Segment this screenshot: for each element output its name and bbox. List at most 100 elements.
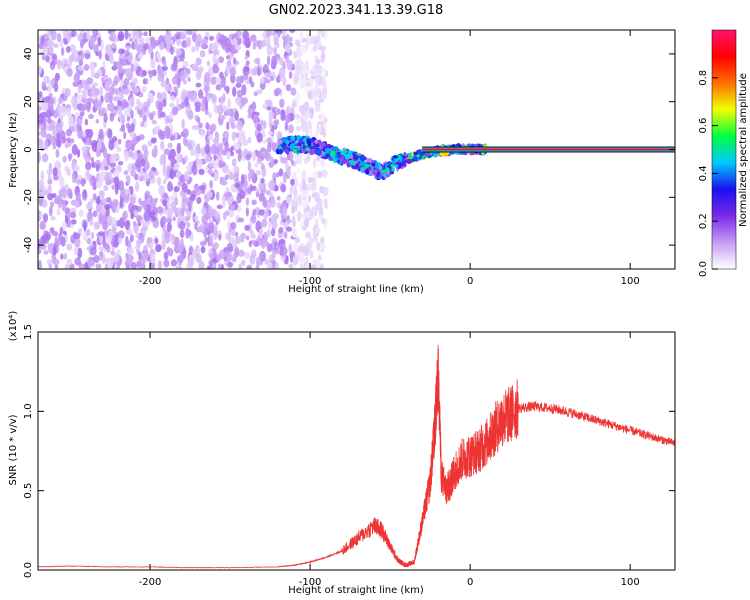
spectrogram-noise-cell — [279, 98, 285, 109]
spectrogram-noise-cell — [54, 74, 59, 85]
spectrogram-noise-cell — [302, 68, 307, 76]
spectrogram-noise-cell — [93, 221, 101, 229]
spectrogram-noise-cell — [294, 201, 298, 213]
spectrogram-noise-cell — [120, 48, 126, 54]
spectrogram-noise-cell — [39, 211, 43, 218]
spectrogram-noise-cell — [264, 78, 271, 84]
spectrogram-noise-cell — [245, 153, 252, 161]
spectrogram-noise-cell — [126, 177, 131, 185]
spectrogram-noise-cell — [200, 206, 207, 215]
spectrogram-noise-cell — [173, 186, 180, 193]
spectrogram-track-cell — [399, 156, 403, 162]
spectrogram-track-cell — [413, 155, 418, 162]
spectrogram-noise-cell — [123, 87, 130, 95]
spectrogram-noise-cell — [239, 237, 245, 243]
spectrogram-noise-cell — [81, 90, 88, 100]
spectrogram-noise-cell — [42, 115, 47, 127]
spectrogram-noise-cell — [79, 104, 87, 112]
spectrogram-noise-cell — [151, 119, 157, 125]
spectrogram-noise-cell — [179, 229, 185, 239]
spectrogram-noise-cell — [90, 68, 95, 78]
spectrogram-noise-cell — [209, 179, 213, 189]
spectrogram-noise-cell — [317, 170, 323, 179]
spectrogram-noise-cell — [76, 55, 81, 63]
spectrogram-noise-cell — [80, 263, 85, 269]
spectrogram-noise-cell — [97, 36, 102, 47]
spectrogram-noise-cell — [60, 46, 65, 56]
spectrogram-noise-cell — [312, 158, 317, 169]
spectrogram-noise-cell — [277, 108, 281, 115]
spectrogram-noise-cell — [54, 259, 60, 265]
spectrogram-noise-cell — [147, 92, 153, 98]
snr-panel: -200 -100 0 100 0.0 0.5 1.0 1.5 Height of strai… — [8, 311, 676, 596]
spectrogram-noise-cell — [195, 57, 202, 66]
spectrogram-noise-cell — [66, 137, 72, 143]
spectrogram-noise-cell — [66, 243, 73, 251]
spectrogram-noise-cell — [194, 221, 198, 231]
spectrogram-noise-cell — [179, 103, 186, 109]
spectrogram-noise-cell — [215, 83, 222, 91]
spectrogram-noise-cell — [47, 243, 54, 249]
spectrogram-noise-cell — [208, 162, 214, 168]
spectrogram-noise-cell — [102, 158, 107, 167]
spectrogram-noise-cell — [188, 201, 192, 212]
spectrogram-noise-cell — [50, 136, 55, 146]
spectrogram-noise-cell — [167, 180, 172, 191]
spectrogram-x-tick-label: 0 — [467, 276, 473, 287]
spectrogram-noise-cell — [320, 236, 325, 245]
spectrogram-noise-cell — [64, 88, 71, 97]
spectrogram-noise-cell — [129, 234, 134, 243]
spectrogram-noise-cell — [304, 256, 309, 264]
spectrogram-noise-cell — [99, 235, 104, 244]
spectrogram-noise-cell — [127, 32, 132, 38]
spectrogram-noise-cell — [77, 66, 84, 72]
spectrogram-noise-cell — [312, 206, 317, 213]
spectrogram-noise-cell — [101, 172, 106, 177]
spectrogram-noise-cell — [283, 245, 287, 257]
spectrogram-noise-cell — [67, 188, 73, 199]
spectrogram-noise-cell — [321, 78, 326, 87]
spectrogram-noise-cell — [289, 30, 296, 33]
spectrogram-noise-cell — [297, 155, 303, 165]
spectrogram-noise-cell — [66, 107, 72, 118]
spectrogram-noise-cell — [177, 243, 184, 254]
spectrogram-noise-cell — [212, 65, 220, 74]
spectrogram-track-cell — [353, 157, 357, 161]
spectrogram-noise-cell — [100, 214, 106, 226]
spectrogram-noise-cell — [280, 115, 286, 121]
spectrogram-noise-cell — [295, 125, 301, 132]
spectrogram-noise-cell — [110, 250, 116, 256]
spectrogram-noise-cell — [321, 169, 328, 179]
spectrogram-track-cell — [281, 137, 287, 143]
spectrogram-noise-cell — [167, 142, 173, 149]
spectrogram-noise-cell — [195, 44, 200, 52]
spectrogram-noise-cell — [220, 263, 225, 269]
spectrogram-noise-cell — [114, 87, 120, 96]
spectrogram-noise-cell — [62, 30, 69, 39]
spectrogram-noise-cell — [148, 169, 155, 180]
spectrogram-noise-cell — [48, 205, 53, 217]
spectrogram-noise-cell — [135, 239, 142, 247]
spectrogram-noise-cell — [38, 259, 43, 269]
spectrogram-track-cell — [337, 149, 342, 153]
spectrogram-noise-cell — [254, 163, 259, 168]
spectrogram-noise-cell — [65, 128, 72, 137]
spectrogram-track-cell — [305, 147, 310, 151]
spectrogram-noise-cell — [137, 265, 141, 269]
spectrogram-y-tick-label: -20 — [23, 189, 34, 205]
spectrogram-noise-cell — [136, 98, 140, 106]
colorbar-tick-label: 0.4 — [698, 165, 709, 181]
spectrogram-noise-cell — [76, 148, 81, 158]
spectrogram-noise-cell — [234, 182, 240, 189]
spectrogram-noise-cell — [220, 180, 228, 186]
spectrogram-noise-cell — [269, 75, 274, 82]
spectrogram-noise-cell — [242, 30, 250, 41]
spectrogram-noise-cell — [182, 60, 189, 68]
spectrogram-noise-cell — [303, 218, 310, 228]
spectrogram-noise-cell — [234, 44, 242, 51]
spectrogram-noise-cell — [262, 103, 268, 110]
spectrogram-noise-cell — [88, 113, 95, 120]
spectrogram-noise-cell — [285, 226, 293, 232]
spectrogram-noise-cell — [61, 58, 69, 65]
